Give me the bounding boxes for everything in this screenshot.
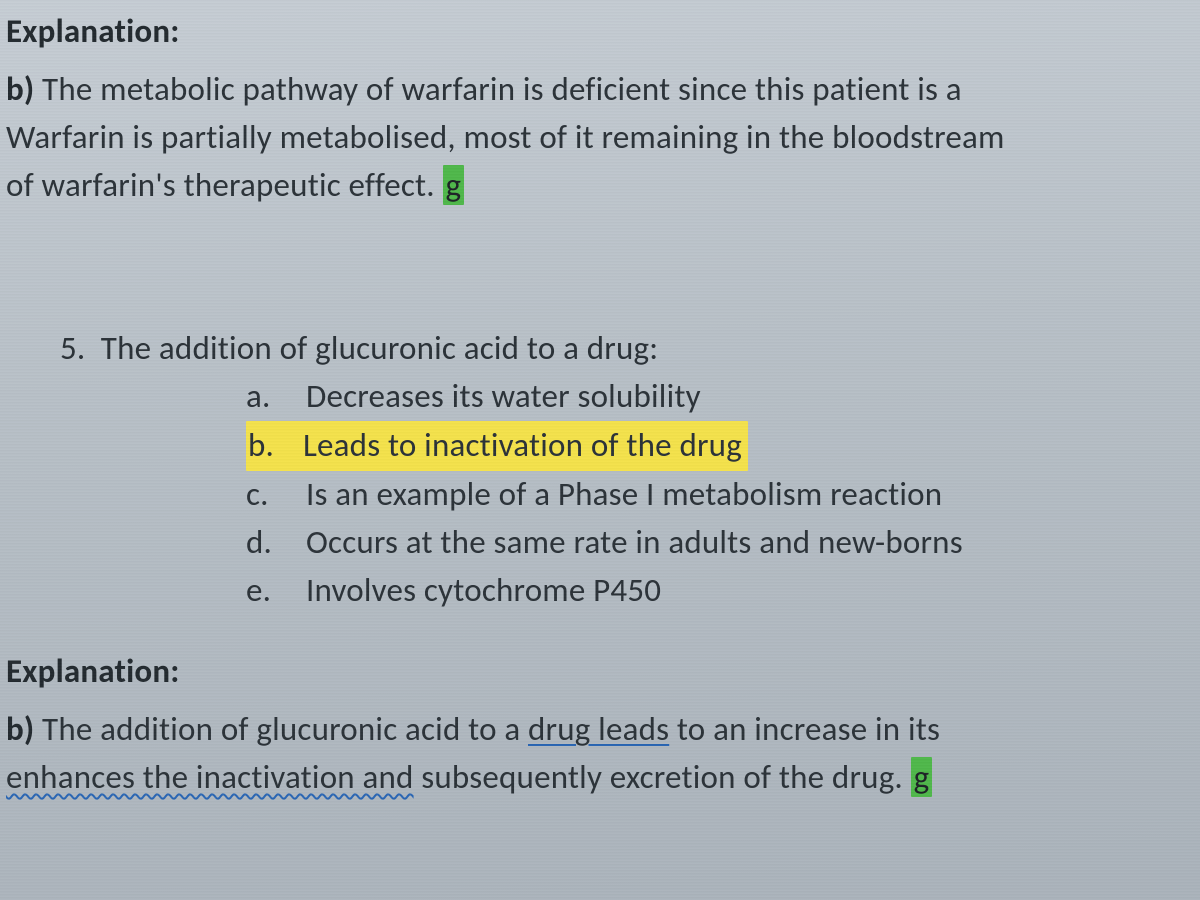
top-paragraph-line2: Warfarin is partially metabolised, most … (6, 114, 1200, 162)
green-mark-bottom: g (911, 757, 933, 797)
top-paragraph-line1: b) The metabolic pathway of warfarin is … (6, 66, 1200, 114)
green-mark-top: g (443, 165, 465, 205)
bottom-paragraph-line2: enhances the inactivation and subsequent… (6, 754, 1200, 802)
explanation-heading-bottom: Explanation: (6, 648, 1200, 696)
question-stem: The addition of glucuronic acid to a dru… (101, 328, 659, 368)
bottom-line1-a: The addition of glucuronic acid to a (34, 709, 528, 749)
option-e-letter: e. (246, 567, 278, 615)
bottom-paragraph-line1: b) The addition of glucuronic acid to a … (6, 706, 1200, 754)
bottom-line1-b: to an increase in its (669, 709, 940, 749)
option-c: c. Is an example of a Phase I metabolism… (246, 471, 1200, 519)
question-number: 5. (60, 328, 85, 368)
top-line3-text: of warfarin's therapeutic effect. (6, 165, 443, 205)
explanation-heading-top: Explanation: (6, 8, 1200, 56)
option-b-highlight: b. Leads to inactivation of the drug (246, 421, 748, 471)
option-a-letter: a. (246, 373, 278, 421)
option-d: d. Occurs at the same rate in adults and… (246, 519, 1200, 567)
option-a: a. Decreases its water solubility (246, 373, 1200, 421)
top-line1-text: The metabolic pathway of warfarin is def… (34, 69, 961, 109)
answer-label-b-bottom: b) (6, 709, 34, 749)
bottom-line1-underline: drug leads (528, 709, 669, 749)
bottom-line2-rest: subsequently excretion of the drug. (414, 757, 911, 797)
option-b-text: Leads to inactivation of the drug (303, 425, 742, 465)
option-d-text: Occurs at the same rate in adults and ne… (306, 519, 963, 567)
option-e: e. Involves cytochrome P450 (246, 567, 1200, 615)
answer-label-b-top: b) (6, 69, 34, 109)
option-b-letter: b. (248, 422, 280, 470)
option-d-letter: d. (246, 519, 278, 567)
option-c-text: Is an example of a Phase I metabolism re… (306, 471, 942, 519)
top-paragraph-line3: of warfarin's therapeutic effect. g (6, 162, 1200, 210)
option-b: b. Leads to inactivation of the drug (246, 421, 1200, 471)
option-c-letter: c. (246, 471, 278, 519)
question-stem-row: 5. The addition of glucuronic acid to a … (60, 325, 1200, 373)
option-e-text: Involves cytochrome P450 (306, 567, 661, 615)
bottom-line2-squiggle: enhances the inactivation and (6, 757, 414, 797)
option-a-text: Decreases its water solubility (306, 373, 701, 421)
